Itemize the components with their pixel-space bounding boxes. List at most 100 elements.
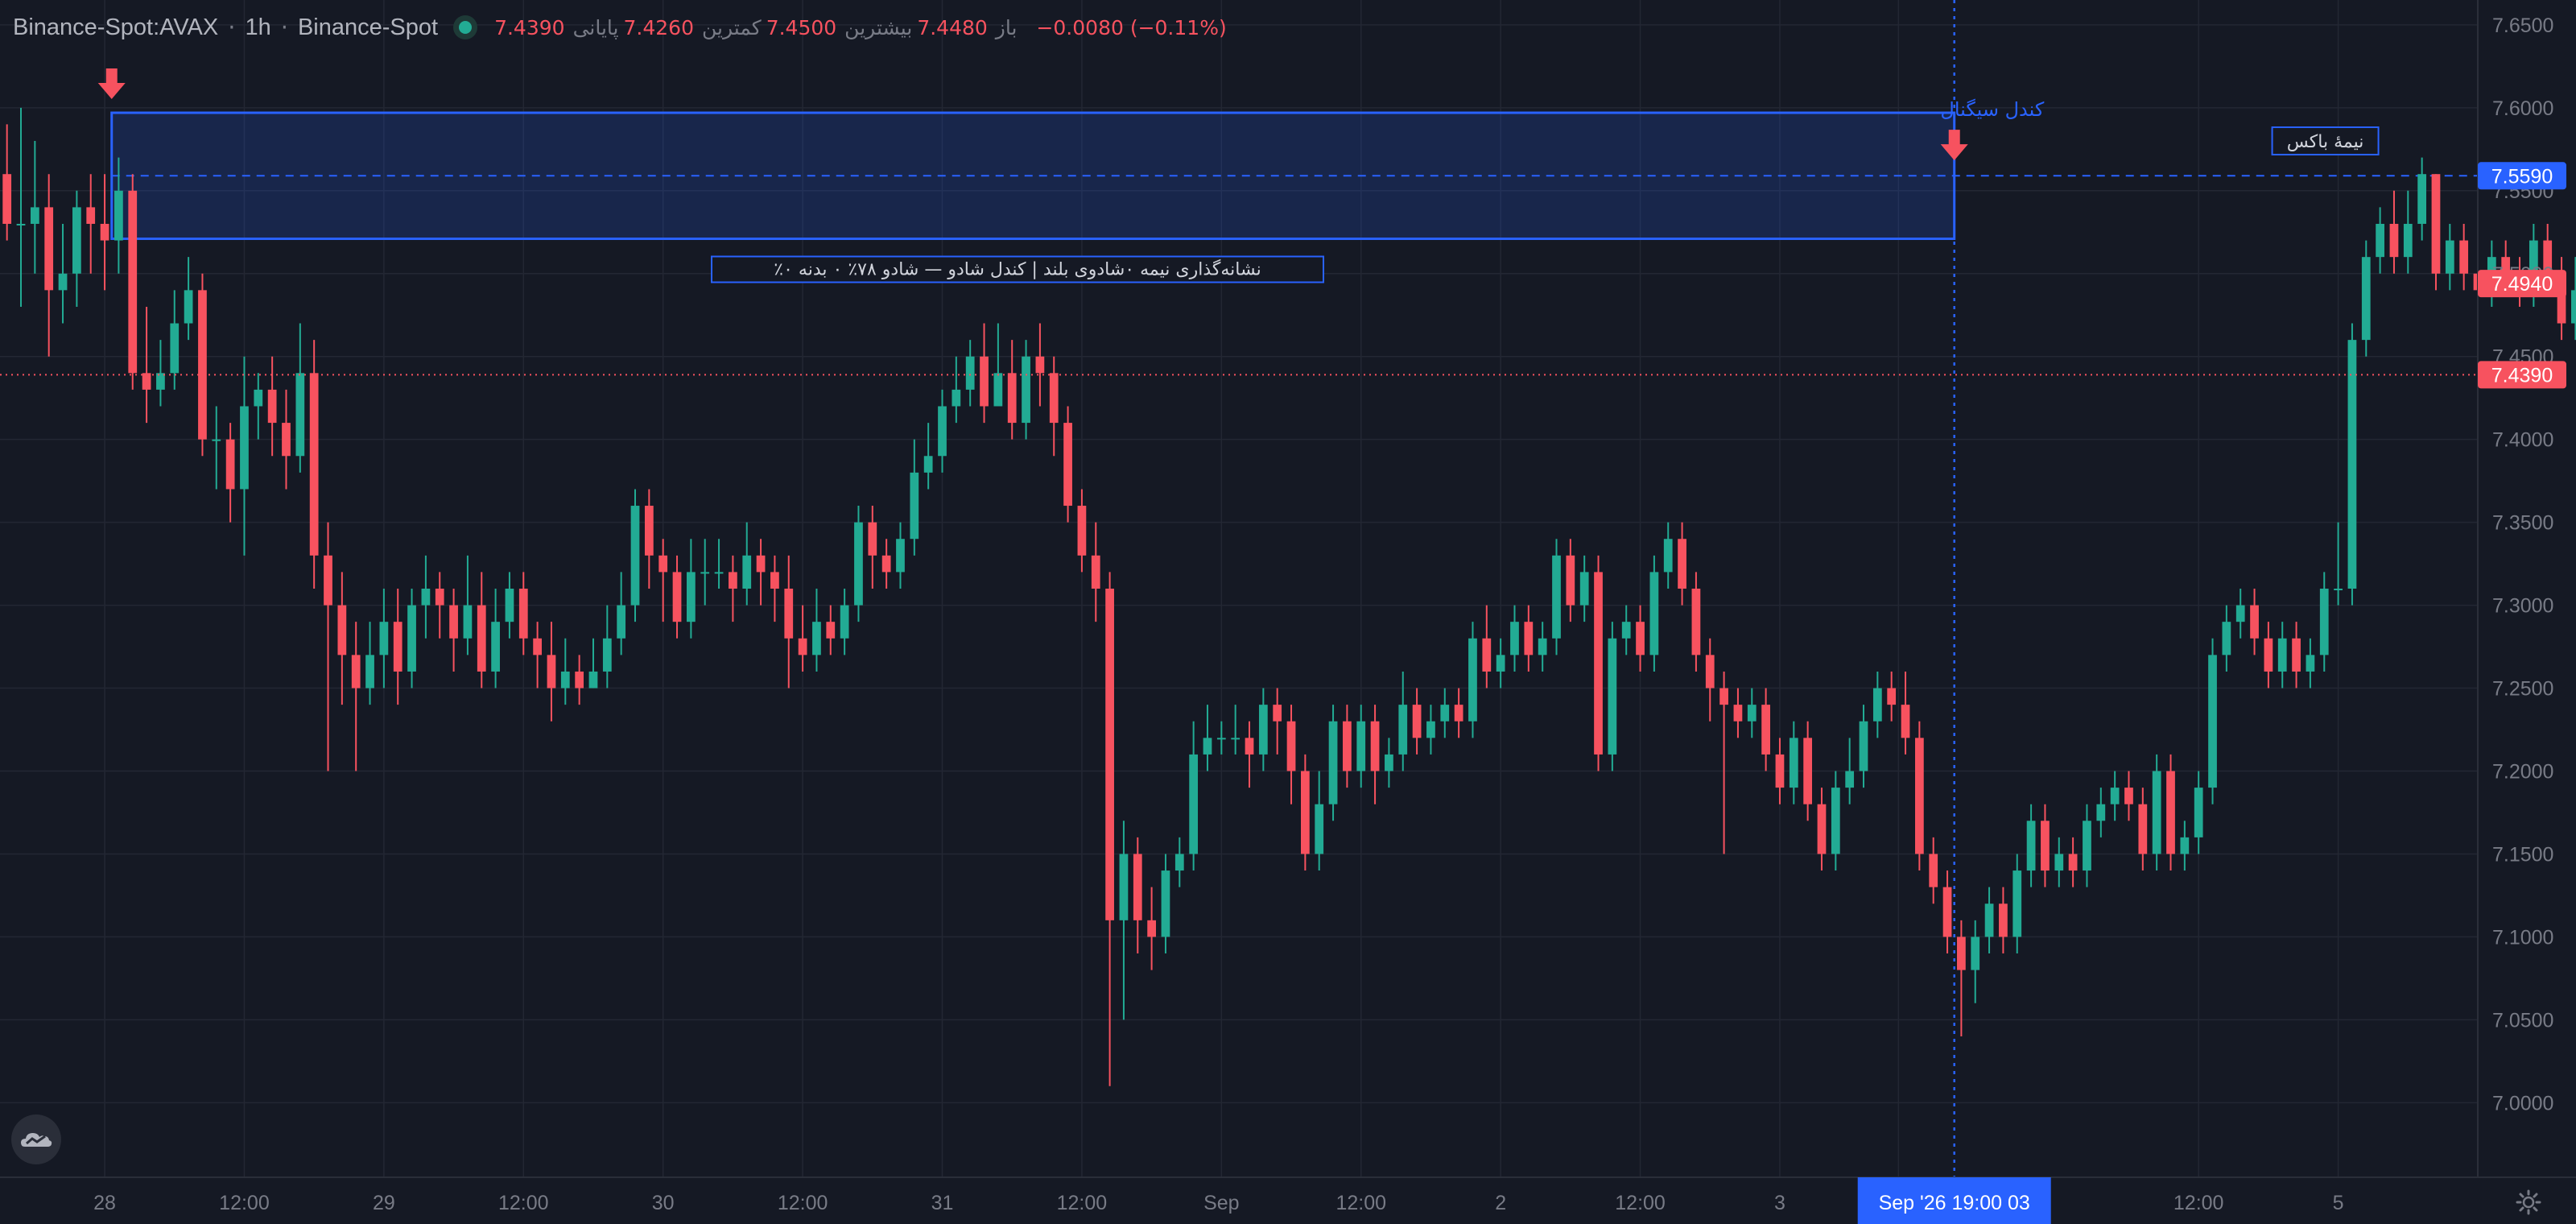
candle-body [2180,837,2190,854]
candle-body [812,622,821,655]
separator: · [228,14,236,41]
candle-body [142,373,151,390]
candle-body [1705,655,1715,688]
candle-body [1035,356,1045,374]
candle-body [2361,257,2371,341]
candle-body [1552,555,1561,639]
down-arrow-icon [97,68,126,99]
x-tick-label: 12:00 [1057,1192,1108,1214]
candle-body [2235,605,2245,622]
y-tick-label: 7.2000 [2492,761,2553,784]
candle-body [30,207,39,224]
x-tick-label: 5 [2333,1192,2344,1214]
candle-body [896,539,905,573]
candle-body [114,190,123,241]
candle-body [1328,721,1338,804]
candle-body [1621,622,1631,639]
change-value: −0.0080 (−0.11%) [1036,15,1227,39]
high-value: 7.4500 [766,15,837,39]
candle-body [1440,705,1450,722]
candle-body [2347,340,2357,589]
candle-body [2054,854,2064,871]
candle-body [2319,589,2329,655]
candle-body [254,389,263,407]
y-tick-label: 7.0500 [2492,1009,2553,1032]
half-box-zone[interactable] [110,111,2478,241]
candle-body [2068,854,2078,871]
price-tag-label: 7.4390 [2491,364,2553,387]
candle-body [784,589,794,639]
candle-body [1356,721,1366,771]
candle-body [658,555,668,573]
candle-body [2334,589,2343,590]
candle-body [212,439,221,441]
price-tag [2478,270,2566,298]
candle-body [1216,738,1226,740]
candle-body [2501,257,2511,274]
candle-body [2571,290,2576,324]
candle-body [1468,638,1477,722]
candle-body [267,389,277,424]
candle-body [2222,622,2231,655]
candle-body [1831,788,1840,854]
candle-body [491,622,500,672]
tradingview-cloud-icon[interactable] [11,1114,61,1164]
half-box-label-frame [2271,126,2380,156]
candle-body [1636,622,1645,655]
candle-body [2250,605,2259,639]
candle-body [533,638,542,655]
candle-body [910,472,919,540]
crosshair-time-tag [1857,1177,2051,1224]
interval-label[interactable]: 1h [245,14,271,40]
candle-body [170,323,180,374]
candle-body [337,605,347,655]
candle-body [672,572,682,622]
candle-body [2110,788,2120,804]
candle-body [854,522,863,606]
x-tick-label: 12:00 [778,1192,828,1214]
x-tick-label: 3 [1774,1192,1785,1214]
y-tick-label: 7.3000 [2492,595,2553,618]
candle-body [86,207,96,224]
x-tick-label: 12:00 [498,1192,549,1214]
candle-body [1007,373,1017,424]
candle-body [868,522,877,556]
candle-body [2292,638,2301,672]
down-arrow-icon [1940,130,1968,161]
candle-body [1315,804,1324,854]
candle-body [938,406,947,457]
candle-body [965,356,975,390]
logo-glyph [21,1133,52,1147]
candle-body [729,572,737,589]
candle-body [1454,705,1463,722]
candle-body [2013,870,2022,937]
candle-body [156,373,165,390]
y-tick-label: 7.4000 [2492,429,2553,452]
candle-body [2026,821,2036,871]
symbol-name[interactable]: Binance-Spot:AVAX [13,14,219,40]
candle-body [1091,555,1100,589]
candle-body [2277,638,2287,672]
price-tag [2478,162,2566,190]
candle-body [128,190,138,374]
candle-body [1258,705,1268,755]
candle-body [1286,721,1296,771]
x-tick-label: 12:00 [1335,1192,1386,1214]
gear-icon[interactable] [2515,1189,2542,1216]
candle-body [1942,887,1952,937]
box-caption-frame [711,255,1324,283]
candles [2,107,2576,1086]
y-tick-label: 7.2500 [2492,678,2553,701]
close-label: پایانی [572,15,619,39]
candle-body [2445,240,2454,274]
candle-body [1649,572,1659,655]
candle-body [1845,771,1855,788]
candle-body [1789,738,1798,788]
candle-body [1691,589,1701,655]
candle-body [2083,821,2091,871]
candle-body [2124,788,2133,804]
candle-body [379,622,389,655]
